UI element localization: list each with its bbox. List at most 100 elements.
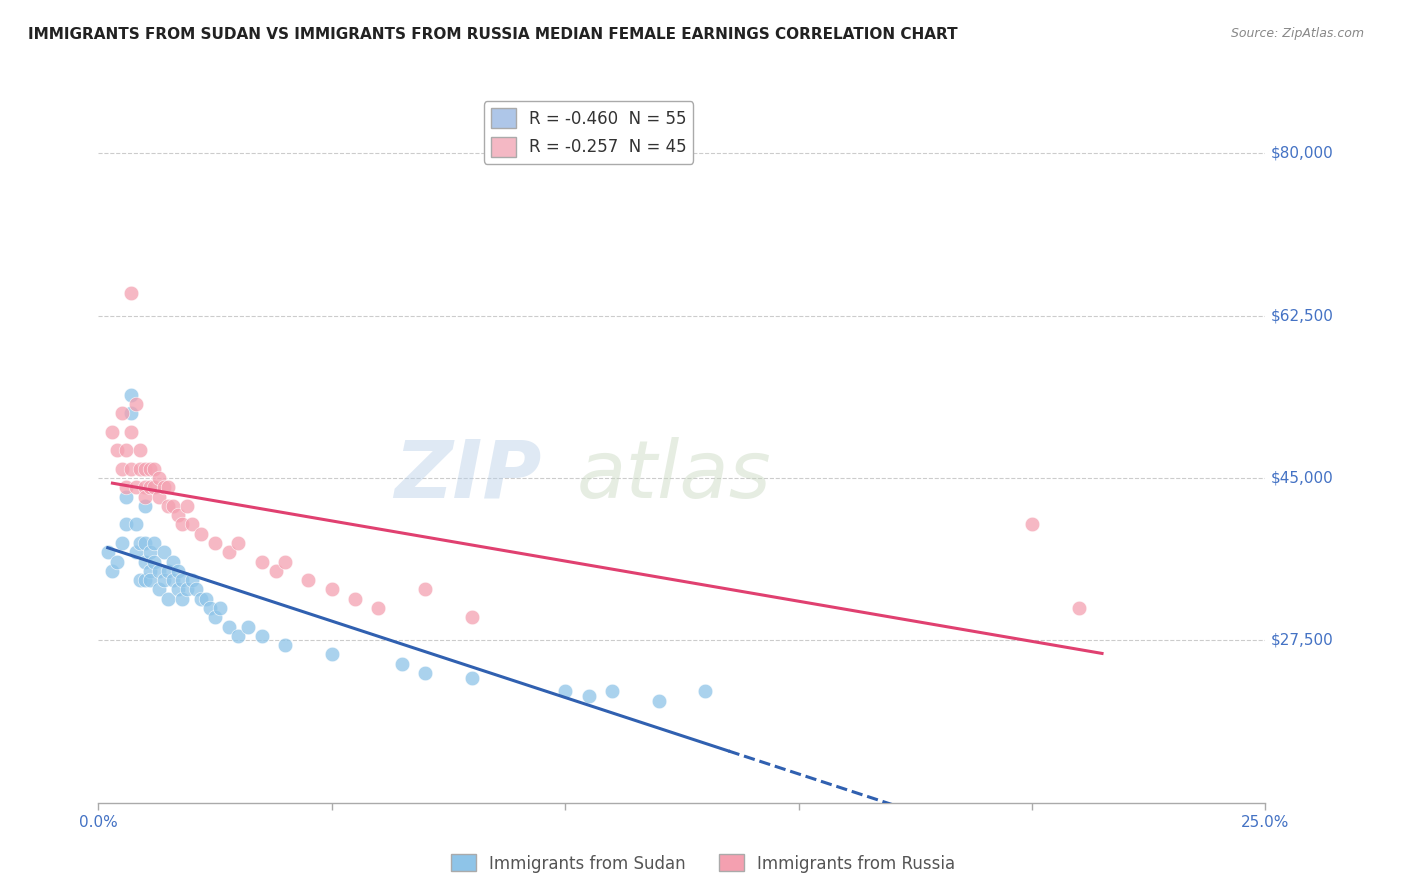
- Point: [321, 648, 343, 662]
- Point: [134, 490, 156, 504]
- Point: [125, 397, 148, 411]
- Point: [157, 564, 180, 578]
- Point: [120, 462, 142, 476]
- Point: [139, 462, 162, 476]
- Point: [157, 480, 180, 494]
- Point: [120, 285, 142, 300]
- Point: [695, 684, 717, 698]
- Point: [139, 564, 162, 578]
- Point: [172, 591, 194, 606]
- Text: ZIP: ZIP: [395, 437, 541, 515]
- Point: [647, 694, 669, 708]
- Point: [129, 443, 152, 458]
- Point: [162, 573, 184, 587]
- Point: [115, 443, 138, 458]
- Point: [101, 425, 124, 439]
- Point: [157, 499, 180, 513]
- Point: [218, 619, 240, 633]
- Point: [120, 406, 142, 420]
- Point: [129, 573, 152, 587]
- Point: [139, 573, 162, 587]
- Point: [134, 573, 156, 587]
- Point: [367, 601, 389, 615]
- Point: [186, 582, 208, 597]
- Text: Source: ZipAtlas.com: Source: ZipAtlas.com: [1230, 27, 1364, 40]
- Point: [1021, 517, 1043, 532]
- Point: [143, 480, 166, 494]
- Point: [125, 545, 148, 559]
- Point: [111, 462, 134, 476]
- Point: [413, 665, 436, 680]
- Point: [344, 591, 367, 606]
- Point: [143, 536, 166, 550]
- Point: [194, 591, 217, 606]
- Text: $45,000: $45,000: [1271, 471, 1334, 485]
- Point: [200, 601, 222, 615]
- Legend: R = -0.460  N = 55, R = -0.257  N = 45: R = -0.460 N = 55, R = -0.257 N = 45: [484, 102, 693, 164]
- Text: IMMIGRANTS FROM SUDAN VS IMMIGRANTS FROM RUSSIA MEDIAN FEMALE EARNINGS CORRELATI: IMMIGRANTS FROM SUDAN VS IMMIGRANTS FROM…: [28, 27, 957, 42]
- Point: [125, 480, 148, 494]
- Point: [228, 536, 250, 550]
- Point: [461, 610, 484, 624]
- Point: [166, 508, 188, 523]
- Point: [129, 462, 152, 476]
- Text: $62,500: $62,500: [1271, 309, 1334, 323]
- Point: [143, 555, 166, 569]
- Text: atlas: atlas: [576, 437, 772, 515]
- Point: [190, 526, 212, 541]
- Point: [134, 499, 156, 513]
- Point: [134, 555, 156, 569]
- Point: [105, 443, 128, 458]
- Point: [250, 555, 273, 569]
- Point: [97, 545, 120, 559]
- Point: [204, 610, 226, 624]
- Point: [208, 601, 231, 615]
- Point: [152, 480, 174, 494]
- Point: [134, 462, 156, 476]
- Point: [101, 564, 124, 578]
- Point: [274, 555, 297, 569]
- Point: [143, 462, 166, 476]
- Point: [228, 629, 250, 643]
- Point: [1067, 601, 1090, 615]
- Point: [413, 582, 436, 597]
- Point: [105, 555, 128, 569]
- Point: [274, 638, 297, 652]
- Point: [148, 471, 170, 485]
- Point: [157, 591, 180, 606]
- Point: [172, 573, 194, 587]
- Point: [461, 671, 484, 685]
- Point: [297, 573, 319, 587]
- Point: [125, 517, 148, 532]
- Point: [600, 684, 623, 698]
- Point: [111, 406, 134, 420]
- Point: [115, 517, 138, 532]
- Point: [250, 629, 273, 643]
- Point: [321, 582, 343, 597]
- Point: [578, 689, 600, 703]
- Point: [152, 573, 174, 587]
- Point: [115, 480, 138, 494]
- Point: [148, 490, 170, 504]
- Point: [111, 536, 134, 550]
- Point: [162, 555, 184, 569]
- Point: [148, 582, 170, 597]
- Point: [264, 564, 287, 578]
- Point: [218, 545, 240, 559]
- Point: [180, 517, 202, 532]
- Point: [236, 619, 259, 633]
- Point: [176, 499, 198, 513]
- Point: [139, 545, 162, 559]
- Point: [166, 582, 188, 597]
- Point: [134, 536, 156, 550]
- Point: [120, 387, 142, 401]
- Point: [180, 573, 202, 587]
- Point: [162, 499, 184, 513]
- Point: [176, 582, 198, 597]
- Point: [166, 564, 188, 578]
- Point: [148, 564, 170, 578]
- Point: [152, 545, 174, 559]
- Legend: Immigrants from Sudan, Immigrants from Russia: Immigrants from Sudan, Immigrants from R…: [444, 847, 962, 880]
- Point: [139, 480, 162, 494]
- Text: $80,000: $80,000: [1271, 146, 1334, 161]
